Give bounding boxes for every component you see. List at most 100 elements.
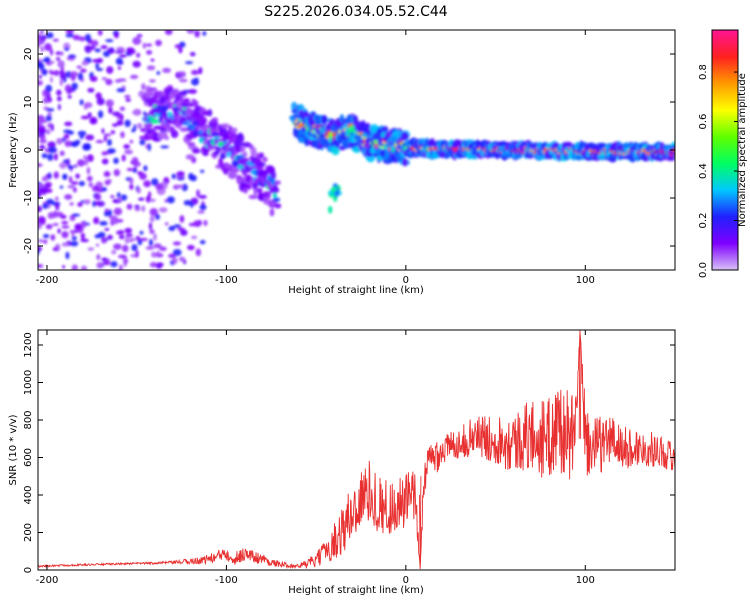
heatmap-blob bbox=[101, 261, 111, 266]
heatmap-blob bbox=[137, 239, 143, 246]
heatmap-blob bbox=[211, 117, 219, 122]
heatmap-blob bbox=[95, 62, 100, 69]
heatmap-blob bbox=[172, 88, 180, 96]
heatmap-blob bbox=[56, 96, 62, 102]
heatmap-blob bbox=[104, 227, 110, 231]
heatmap-blob bbox=[38, 61, 43, 68]
heatmap-blob bbox=[70, 141, 79, 148]
heatmap-blob bbox=[153, 99, 161, 105]
heatmap-blob bbox=[162, 67, 172, 74]
heatmap-blob bbox=[54, 196, 59, 202]
snr-y-tick-label: 200 bbox=[23, 523, 34, 542]
colorbar-ticks: 0.0 0.2 0.4 0.6 0.8 bbox=[698, 64, 738, 278]
snr-y-tick-label: 1200 bbox=[23, 332, 34, 357]
heatmap-blob bbox=[256, 162, 266, 167]
heatmap-blob bbox=[81, 60, 89, 66]
heatmap-blob bbox=[174, 44, 181, 49]
heatmap-blob bbox=[71, 213, 81, 217]
heatmap-blob bbox=[150, 117, 158, 125]
snr-x-tick-label: -100 bbox=[215, 575, 238, 586]
heatmap-blob bbox=[142, 111, 147, 116]
heatmap-blob bbox=[120, 113, 124, 121]
heatmap-blob bbox=[105, 78, 113, 86]
heatmap-blob bbox=[38, 134, 44, 138]
spectrogram-y-ticks: -20 -10 0 10 20 bbox=[23, 48, 675, 254]
heatmap-blob bbox=[42, 35, 47, 41]
heatmap-blob bbox=[164, 222, 169, 226]
colorbar: 0.0 0.2 0.4 0.6 0.8 Normalized spectral ampl… bbox=[698, 29, 748, 278]
heatmap-blob bbox=[153, 90, 160, 99]
heatmap-blob bbox=[148, 222, 153, 231]
heatmap-blob bbox=[179, 127, 189, 132]
heatmap-blob bbox=[236, 140, 244, 148]
heatmap-blob bbox=[139, 139, 146, 146]
heatmap-blob bbox=[123, 144, 130, 150]
heatmap-blob bbox=[38, 205, 43, 213]
heatmap-blob bbox=[52, 247, 58, 252]
heatmap-blob bbox=[134, 206, 141, 212]
heatmap-blob bbox=[104, 179, 111, 186]
heatmap-blob bbox=[78, 36, 86, 42]
heatmap-blob bbox=[673, 154, 675, 158]
heatmap-blob bbox=[113, 207, 123, 216]
heatmap-blob bbox=[73, 164, 78, 168]
heatmap-blob bbox=[94, 48, 101, 53]
heatmap-blob bbox=[118, 234, 125, 240]
heatmap-blob bbox=[121, 154, 126, 162]
heatmap-blob bbox=[177, 227, 185, 232]
heatmap-blob bbox=[207, 108, 213, 117]
heatmap-blob bbox=[155, 213, 160, 220]
snr-y-tick-label: 800 bbox=[23, 410, 34, 429]
heatmap-blob bbox=[45, 181, 52, 188]
heatmap-blob bbox=[186, 107, 193, 114]
heatmap-blob bbox=[85, 134, 95, 141]
heatmap-blob bbox=[87, 87, 95, 93]
heatmap-blob bbox=[169, 126, 175, 134]
heatmap-blob bbox=[143, 180, 151, 188]
heatmap-blob bbox=[125, 233, 133, 238]
heatmap-blob bbox=[56, 138, 63, 145]
heatmap-blob bbox=[49, 76, 54, 83]
heatmap-blob bbox=[110, 261, 118, 268]
heatmap-blob bbox=[202, 151, 209, 157]
heatmap-blob bbox=[240, 146, 246, 152]
heatmap-blob bbox=[402, 158, 408, 167]
heatmap-blob bbox=[67, 130, 75, 135]
heatmap-blob bbox=[513, 153, 523, 159]
heatmap-blob bbox=[80, 238, 89, 243]
heatmap-blob bbox=[185, 61, 194, 65]
heatmap-blob bbox=[38, 221, 43, 230]
heatmap-blob bbox=[67, 95, 72, 99]
heatmap-blob bbox=[95, 92, 102, 100]
heatmap-blob bbox=[135, 250, 139, 258]
heatmap-blob bbox=[79, 99, 84, 106]
spectrogram-x-ticks: -200 -100 0 100 bbox=[36, 30, 595, 286]
heatmap-blob bbox=[71, 236, 77, 241]
heatmap-blob bbox=[200, 169, 205, 174]
heatmap-blob bbox=[149, 208, 158, 216]
heatmap-blob bbox=[153, 125, 163, 130]
heatmap-blob bbox=[64, 140, 72, 148]
heatmap-blob bbox=[60, 51, 64, 56]
snr-x-tick-label: 0 bbox=[403, 575, 409, 586]
heatmap-blob bbox=[190, 78, 200, 86]
heatmap-blob bbox=[96, 254, 101, 260]
heatmap-blob bbox=[42, 97, 49, 104]
heatmap-blob bbox=[116, 119, 124, 126]
heatmap-blob bbox=[39, 144, 46, 150]
snr-x-tick-label: -200 bbox=[36, 575, 59, 586]
heatmap-blob bbox=[125, 98, 132, 102]
heatmap-blob bbox=[189, 201, 194, 208]
heatmap-blob bbox=[190, 69, 200, 76]
heatmap-blob bbox=[178, 46, 183, 54]
heatmap-blob bbox=[65, 30, 74, 34]
heatmap-blob bbox=[136, 52, 141, 58]
heatmap-blob bbox=[131, 111, 139, 115]
heatmap-blob bbox=[96, 262, 104, 269]
heatmap-blob bbox=[116, 46, 125, 52]
spectrogram-y-tick-label: 20 bbox=[23, 48, 34, 61]
colorbar-tick-label: 0.4 bbox=[698, 163, 709, 179]
heatmap-blob bbox=[94, 193, 102, 201]
heatmap-blob bbox=[141, 83, 146, 91]
heatmap-blob bbox=[126, 167, 134, 172]
